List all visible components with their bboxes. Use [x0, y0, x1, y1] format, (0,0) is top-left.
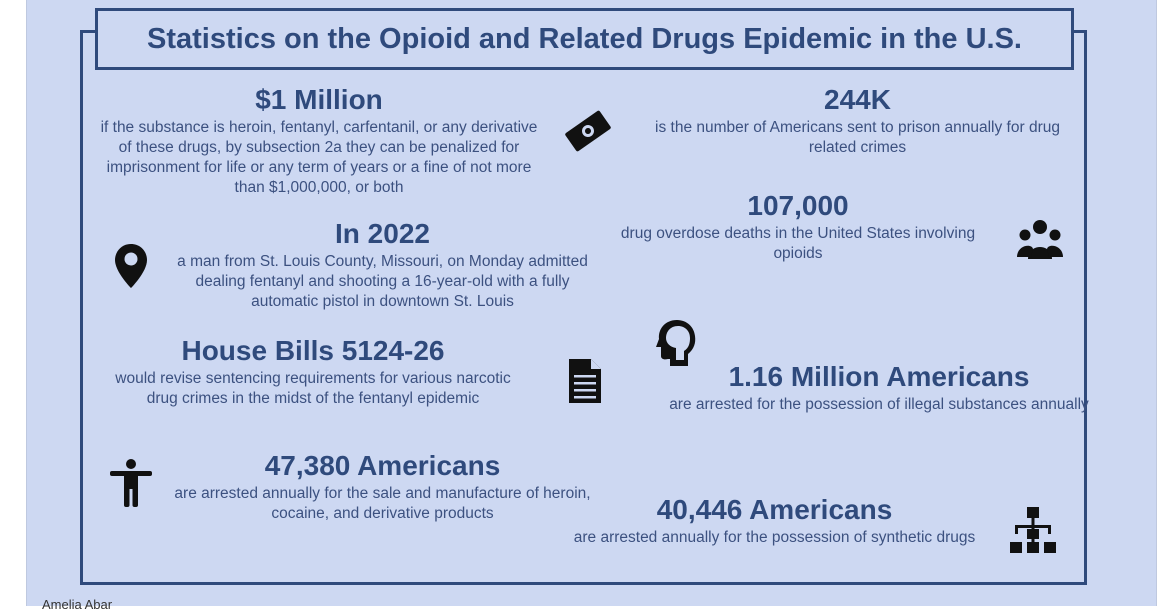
stat-description: are arrested annually for the sale and m… [174, 485, 591, 523]
location-pin-icon [113, 242, 149, 290]
stat-sale: 47,380 Americans are arrested annually f… [170, 450, 595, 524]
stat-description: are arrested for the possession of illeg… [669, 396, 1089, 414]
stat-headline: 47,380 Americans [264, 450, 501, 481]
stat-headline: House Bills 5124-26 [181, 335, 445, 366]
stat-description: drug overdose deaths in the United State… [620, 225, 976, 263]
stat-synthetic: 40,446 Americans are arrested annually f… [562, 494, 987, 548]
title-box: Statistics on the Opioid and Related Dru… [95, 8, 1074, 70]
stat-description: a man from St. Louis County, Missouri, o… [177, 253, 588, 311]
head-profile-icon [655, 318, 697, 368]
stat-description: if the substance is heroin, fentanyl, ca… [100, 119, 538, 197]
slide-background [26, 0, 1157, 606]
person-icon [108, 458, 154, 508]
stat-headline: $1 Million [255, 84, 383, 115]
document-icon [567, 357, 603, 405]
stat-prison: 244K is the number of Americans sent to … [645, 84, 1070, 158]
stat-description: is the number of Americans sent to priso… [655, 119, 1060, 157]
stat-overdose: 107,000 drug overdose deaths in the Unit… [598, 190, 998, 264]
stat-2022: In 2022 a man from St. Louis County, Mis… [160, 218, 605, 312]
stat-headline: 40,446 Americans [656, 494, 893, 525]
stat-headline: 244K [824, 84, 891, 115]
stat-headline: 1.16 Million Americans [728, 361, 1030, 392]
hierarchy-icon [1009, 506, 1057, 554]
stat-headline: 107,000 [747, 190, 849, 221]
group-icon [1016, 219, 1064, 261]
stat-house-bills: House Bills 5124-26 would revise sentenc… [98, 335, 528, 409]
stat-million: $1 Million if the substance is heroin, f… [98, 84, 540, 198]
money-icon [561, 106, 615, 156]
stat-possession: 1.16 Million Americans are arrested for … [665, 361, 1093, 415]
stat-description: would revise sentencing requirements for… [115, 370, 511, 408]
stat-headline: In 2022 [335, 218, 430, 249]
author-credit: Amelia Abar [42, 597, 113, 612]
stat-description: are arrested annually for the possession… [573, 529, 976, 547]
page-title: Statistics on the Opioid and Related Dru… [147, 22, 1022, 55]
